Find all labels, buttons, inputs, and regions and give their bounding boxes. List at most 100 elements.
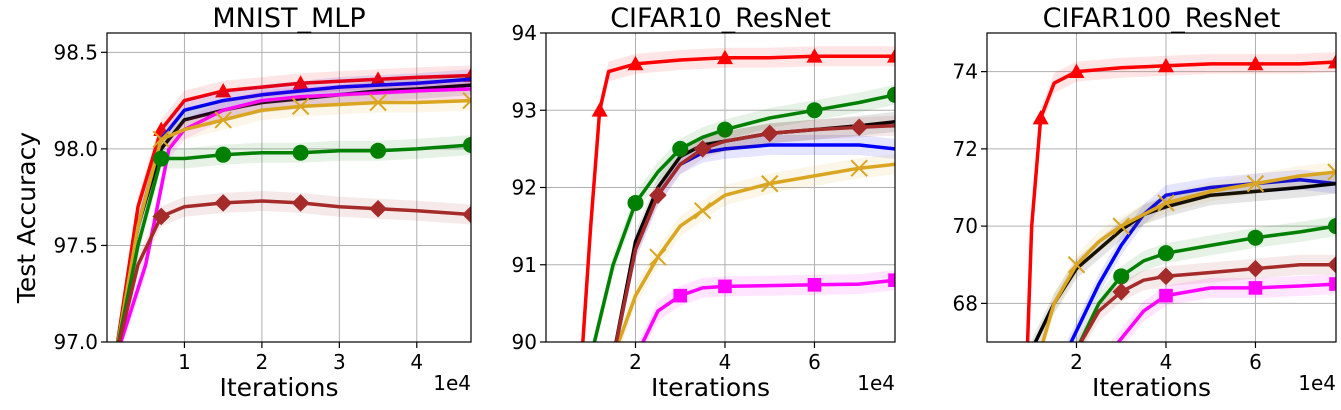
chart-title: CIFAR100_ResNet [1043, 3, 1281, 34]
series-6-band [116, 135, 471, 342]
x-marker-stroke [761, 174, 779, 193]
series-4-line [119, 87, 471, 342]
series-4-line [1116, 282, 1336, 342]
x-tick-label: 3 [333, 350, 346, 374]
series-5-marker [214, 111, 232, 129]
series-6-marker [463, 137, 471, 154]
series-1-marker [1068, 63, 1085, 79]
x-axis-label: Iterations [1092, 373, 1211, 402]
series-7-marker [760, 124, 779, 143]
series-7-marker [152, 207, 171, 226]
x-marker-stroke [369, 93, 387, 112]
series-6-line [592, 93, 895, 342]
series-5-line [1041, 170, 1336, 342]
series-5-marker [693, 201, 712, 220]
series-3-band [614, 111, 895, 342]
series-7-marker [1327, 255, 1336, 274]
series-5-line [616, 162, 895, 342]
x-marker-stroke [1112, 217, 1130, 235]
y-tick-label: 98.5 [53, 40, 98, 64]
x-tick-label: 4 [719, 350, 732, 374]
series-5-marker [761, 174, 779, 193]
series-7-marker [693, 140, 712, 158]
series-1-marker [1032, 109, 1049, 125]
x-tick-label: 2 [1070, 350, 1083, 374]
series-6-marker [887, 86, 895, 103]
series-4-marker [1159, 288, 1173, 303]
series-1-marker [215, 82, 232, 98]
x-marker-stroke [649, 248, 667, 266]
chart-panel-1: 1 2 3 4 97.0 97.5 98.0 98.5 MNIST_MLP Iterations 1… [12, 3, 472, 402]
x-marker-stroke [693, 201, 712, 220]
x-marker-stroke [214, 111, 232, 129]
series-1-line [115, 73, 471, 342]
series-1-marker [591, 102, 608, 117]
x-axis-label: Iterations [219, 373, 338, 402]
series-4-marker [718, 279, 732, 294]
x-tick-label: 1 [178, 350, 191, 374]
series-6-marker [672, 140, 689, 157]
chart-panel-2: 2 4 6 90 91 92 93 94 CIFAR10_ResNet Iterations 1e4 [512, 3, 896, 402]
series-7-marker [1112, 282, 1131, 301]
y-axis-label: Test Accuracy [12, 132, 41, 305]
y-tick-label: 68 [953, 291, 978, 315]
series-5-marker [850, 159, 868, 177]
x-marker-stroke [1327, 170, 1336, 181]
series-6-marker [1157, 245, 1174, 262]
y-tick-label: 90 [512, 330, 537, 354]
series-5-marker [152, 130, 170, 148]
x-marker-stroke [152, 130, 170, 148]
x-tick-label: 6 [808, 350, 821, 374]
y-tick-label: 93 [512, 98, 537, 122]
series-5-line [116, 98, 471, 342]
x-marker-stroke [462, 91, 471, 103]
y-tick-label: 74 [953, 60, 978, 84]
series-5-marker [291, 97, 310, 116]
series-5-marker [1327, 163, 1336, 181]
series-1-marker [887, 48, 895, 63]
series-1-marker [716, 49, 733, 65]
series-1-line [1025, 60, 1336, 342]
series-5-marker [369, 93, 387, 112]
series-7-marker [291, 194, 310, 212]
series-1-marker [370, 71, 387, 86]
series-5-marker [1112, 217, 1130, 235]
series-7-marker [1246, 259, 1265, 278]
x-tick-label: 4 [1160, 350, 1173, 374]
series-5-marker [462, 91, 471, 110]
series-1-marker [292, 75, 309, 90]
y-tick-label: 97.5 [53, 233, 98, 257]
series-7-marker [369, 199, 387, 218]
series-7-line [614, 123, 895, 342]
x-marker-stroke [1327, 163, 1336, 174]
x-tick-label: 2 [629, 350, 642, 374]
plot-frame [106, 32, 472, 343]
chart-title: MNIST_MLP [212, 3, 365, 34]
plot-area [115, 65, 471, 342]
series-4-marker [888, 273, 895, 287]
series-1-marker [1247, 55, 1264, 71]
x-scale-label: 1e4 [1298, 371, 1336, 395]
x-marker-stroke [462, 99, 471, 110]
plot-area [581, 46, 895, 342]
series-6-marker [370, 142, 387, 159]
series-6-marker [806, 102, 823, 119]
y-tick-label: 70 [953, 214, 978, 238]
y-tick-label: 98.0 [53, 137, 98, 161]
series-6-marker [716, 121, 733, 138]
series-6-band [592, 84, 895, 342]
series-7-line [117, 199, 471, 342]
plot-frame [986, 32, 1337, 343]
y-tick-label: 91 [512, 253, 537, 277]
x-tick-label: 2 [256, 350, 269, 374]
series-1-marker [1157, 57, 1174, 73]
series-2-line [1069, 178, 1336, 342]
x-tick-label: 6 [1249, 350, 1262, 374]
series-1-marker [806, 48, 823, 63]
y-tick-label: 94 [512, 21, 537, 45]
series-5-marker [649, 248, 667, 266]
series-7-marker [462, 205, 471, 224]
series-7-marker [1157, 267, 1175, 286]
chart-panel-3: 2 4 6 68 70 72 74 CIFAR100_ResNet Iterations 1e4 [953, 3, 1337, 402]
